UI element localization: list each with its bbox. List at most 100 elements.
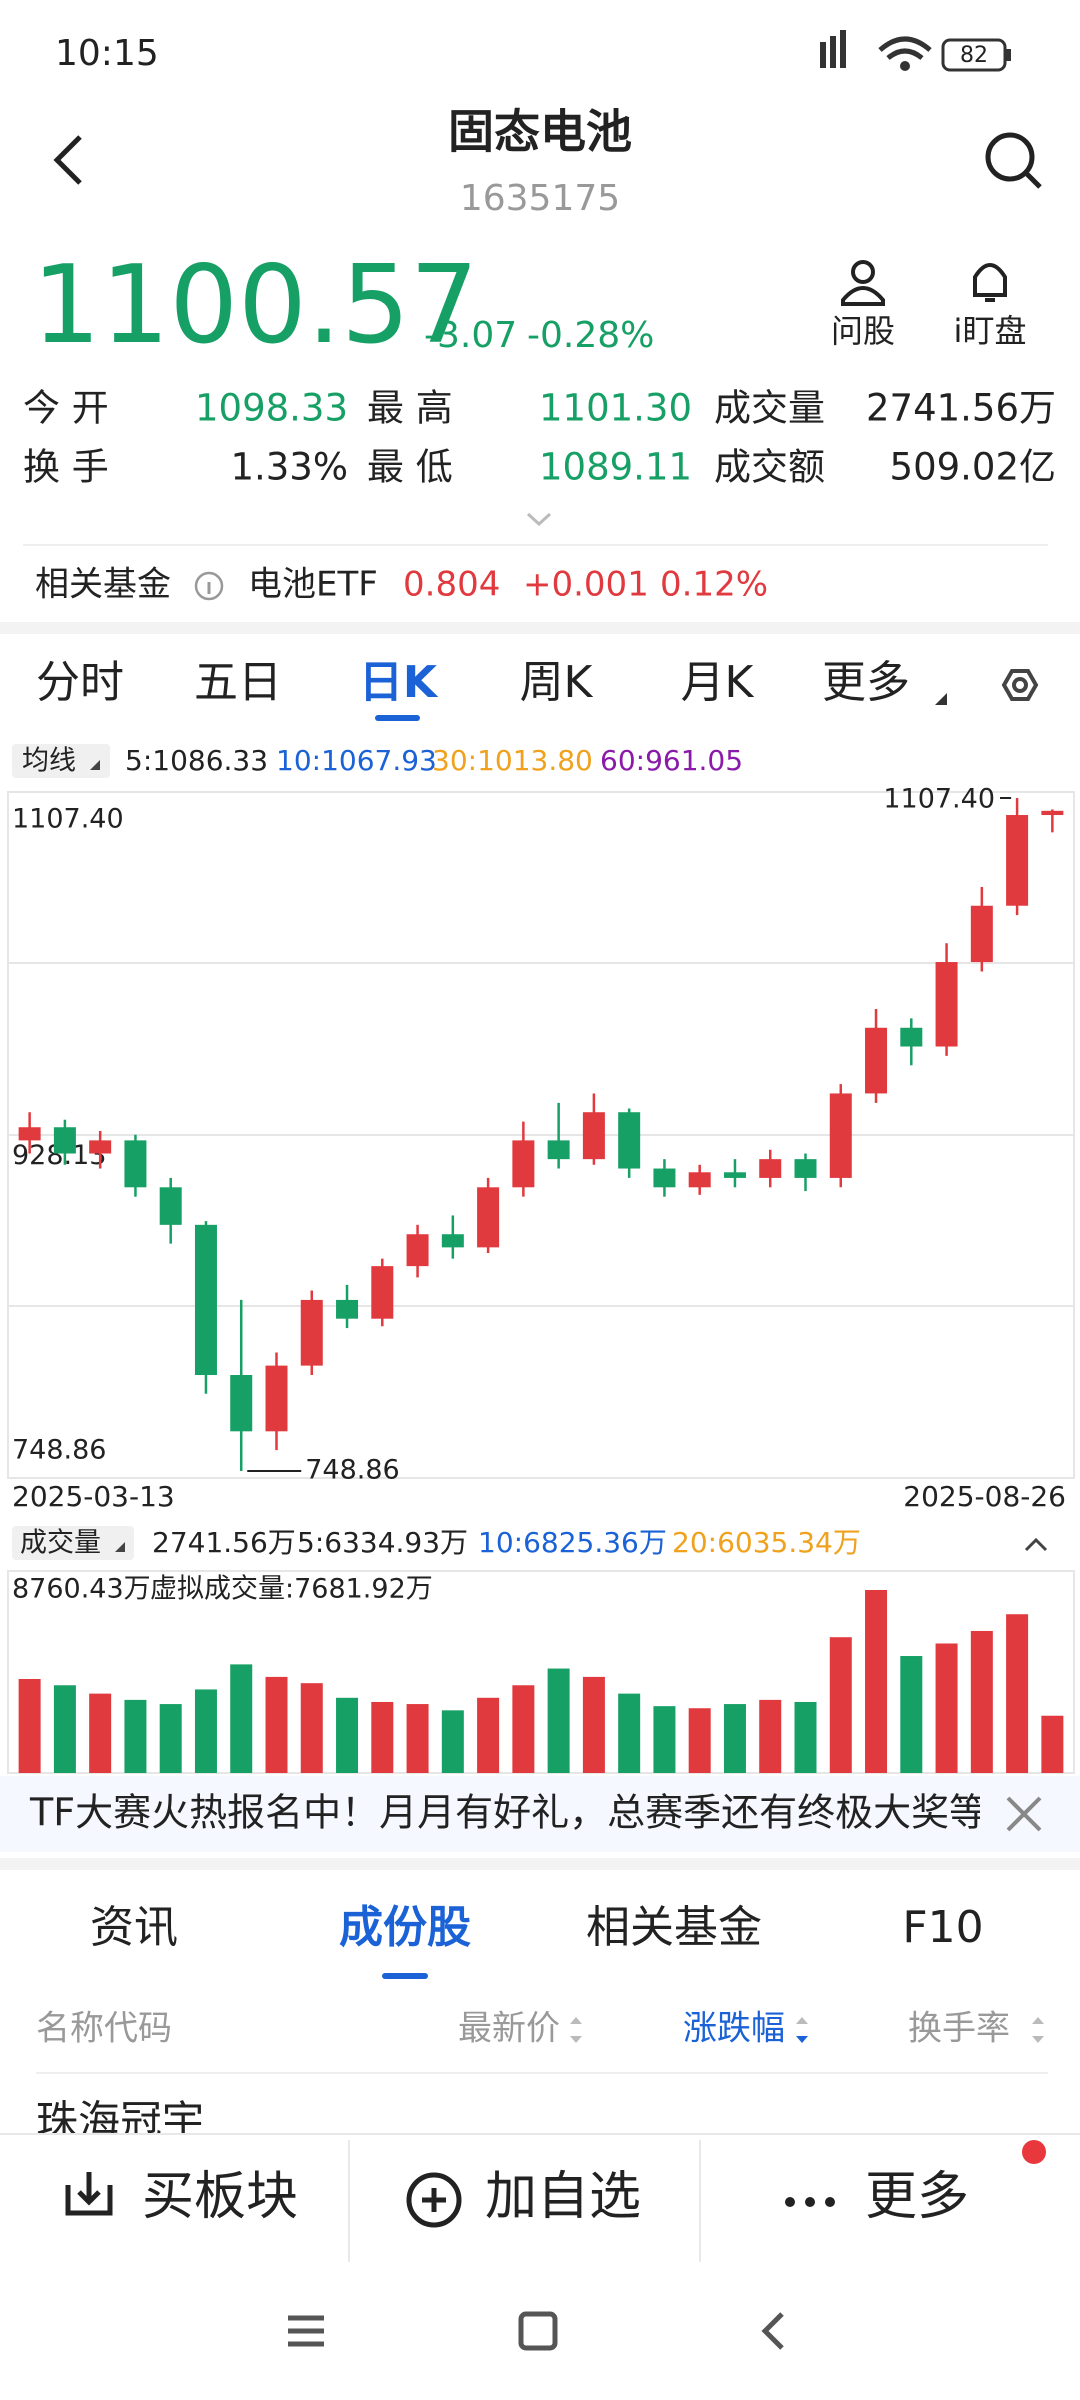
- volume-bar: [406, 1704, 429, 1773]
- search-button[interactable]: [985, 132, 1042, 189]
- period-tab-active[interactable]: 日K: [359, 657, 439, 708]
- ask-action[interactable]: 问股: [831, 312, 895, 350]
- fund-label: 相关基金: [35, 565, 171, 605]
- y-tick-label: 1107.40: [12, 804, 124, 835]
- notification-dot: [1022, 2140, 1046, 2164]
- info-tab[interactable]: F10: [902, 1902, 983, 1953]
- candle-body: [759, 1159, 782, 1178]
- section-gap: [0, 622, 1080, 634]
- candle-body: [89, 1140, 112, 1154]
- stat-label: 最 低: [367, 446, 453, 489]
- fund-name[interactable]: 电池ETF: [248, 565, 378, 605]
- expand-button[interactable]: [526, 512, 552, 527]
- volume-bar: [688, 1708, 711, 1773]
- candle-body: [829, 1093, 852, 1178]
- period-tab[interactable]: 分时: [36, 657, 124, 708]
- volume-bar: [336, 1697, 359, 1773]
- banner-text[interactable]: TF大赛火热报名中！月月有好礼，总赛季还有终极大奖等你: [29, 1791, 1025, 1835]
- period-tab[interactable]: 更多: [822, 657, 910, 708]
- volume-bar: [865, 1590, 888, 1773]
- candle-body: [865, 1027, 888, 1094]
- column-header-active[interactable]: 涨跌幅: [683, 2009, 785, 2049]
- banner-close[interactable]: [1006, 1796, 1042, 1832]
- caret: [90, 760, 100, 770]
- volume-bar: [900, 1656, 923, 1773]
- candle-body: [1041, 810, 1064, 816]
- candle-body: [794, 1159, 817, 1178]
- more-button[interactable]: 更多: [865, 2167, 969, 2227]
- info-tab[interactable]: 相关基金: [586, 1902, 762, 1953]
- volume-bar: [1041, 1715, 1064, 1773]
- stat-value: 1098.33: [195, 387, 348, 430]
- volume-bar: [371, 1701, 394, 1773]
- candle-body: [53, 1127, 76, 1154]
- period-tab[interactable]: 五日: [194, 657, 282, 708]
- ma-selector[interactable]: [12, 744, 110, 778]
- sort-icon: [1032, 2017, 1044, 2043]
- volume-frame: [7, 1570, 1075, 1774]
- action-bar: [0, 2134, 1080, 2264]
- add-icon[interactable]: [406, 2172, 462, 2228]
- candle-body: [935, 962, 958, 1047]
- column-header[interactable]: 名称代码: [36, 2009, 172, 2049]
- caret: [115, 1542, 125, 1552]
- nav-back[interactable]: [761, 2312, 784, 2350]
- period-tab[interactable]: 周K: [520, 657, 594, 708]
- volume-bar: [935, 1643, 958, 1773]
- column-header[interactable]: 最新价: [458, 2009, 560, 2049]
- info-tab-active[interactable]: 成份股: [339, 1902, 471, 1953]
- candle-body: [618, 1112, 641, 1169]
- candle-body: [441, 1234, 464, 1248]
- ma-item: 30:1013.80: [432, 744, 593, 777]
- volume-bar: [265, 1676, 288, 1773]
- volume-item: 2741.56万: [152, 1526, 296, 1559]
- volume-selector[interactable]: [12, 1526, 134, 1560]
- last-price: 1100.57: [32, 243, 479, 368]
- candle-body: [900, 1027, 923, 1047]
- stat-label: 今 开: [23, 387, 109, 430]
- info-tab[interactable]: 资讯: [90, 1902, 178, 1953]
- candle-body: [371, 1266, 394, 1319]
- page-title: 固态电池: [448, 105, 632, 159]
- candle-body: [547, 1140, 570, 1160]
- stat-label: 成交额: [714, 446, 825, 489]
- column-header[interactable]: 换手率: [908, 2009, 1010, 2049]
- stat-value: 509.02亿: [890, 446, 1056, 489]
- settings-button[interactable]: [1001, 669, 1039, 701]
- volume-label[interactable]: 成交量: [20, 1528, 101, 1559]
- nav-home[interactable]: [518, 2311, 558, 2351]
- more-icon[interactable]: [785, 2197, 835, 2207]
- status-time: 10:15: [55, 33, 159, 74]
- add-watch-button[interactable]: 加自选: [485, 2167, 641, 2227]
- banner[interactable]: [0, 1776, 1080, 1852]
- buy-icon[interactable]: [65, 2172, 113, 2216]
- fund-price: 0.804: [403, 565, 500, 605]
- ask-icon[interactable]: [841, 260, 885, 306]
- ma-label[interactable]: 均线: [22, 746, 76, 777]
- candle-body: [723, 1172, 746, 1178]
- volume-bar: [794, 1701, 817, 1773]
- watch-action[interactable]: i盯盘: [954, 312, 1027, 350]
- x-start-label: 2025-03-13: [12, 1480, 175, 1513]
- watch-icon[interactable]: [973, 263, 1007, 302]
- volume-item: 5:6334.93万: [297, 1526, 468, 1559]
- candle-body: [194, 1224, 217, 1376]
- info-icon[interactable]: [194, 571, 224, 601]
- back-button[interactable]: [53, 135, 82, 185]
- volume-bar: [194, 1689, 217, 1773]
- volume-bar: [124, 1699, 147, 1773]
- nav-menu[interactable]: [288, 2315, 324, 2347]
- volume-item: 20:6035.34万: [672, 1526, 861, 1559]
- period-tab[interactable]: 月K: [681, 657, 755, 708]
- y-tick-label: 8760.43万: [12, 1574, 151, 1605]
- buy-button[interactable]: 买板块: [142, 2167, 298, 2227]
- candle-body: [970, 905, 993, 963]
- stat-value: 2741.56万: [866, 387, 1056, 430]
- candle-body: [406, 1234, 429, 1267]
- collapse-button[interactable]: [1024, 1537, 1048, 1552]
- volume-bar: [89, 1693, 112, 1773]
- nav-bar: [288, 2311, 784, 2351]
- fund-change: +0.001: [523, 565, 649, 605]
